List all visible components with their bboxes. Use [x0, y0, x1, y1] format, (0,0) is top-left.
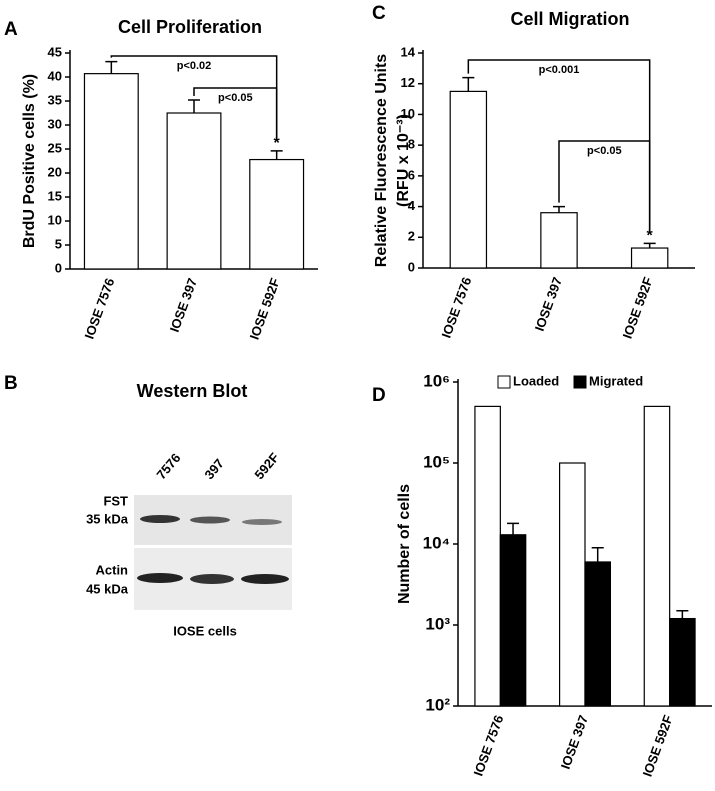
legend-label: Loaded	[513, 373, 559, 388]
x-tick-label: IOSE 397	[167, 276, 200, 334]
y-tick-label: 40	[48, 68, 62, 83]
bar	[669, 617, 696, 707]
bar	[558, 462, 586, 707]
y-tick-label: 2	[408, 229, 415, 244]
y-tick-label: 10⁵	[423, 452, 450, 471]
x-tick-label: IOSE 397	[532, 275, 565, 333]
significance-bracket	[558, 140, 651, 232]
bar	[643, 405, 671, 707]
y-tick-label: 45	[48, 44, 62, 59]
y-tick-label: 25	[48, 140, 62, 155]
y-tick-label: 0	[408, 259, 415, 274]
lane-label: 7576	[153, 450, 183, 482]
legend-swatch	[497, 375, 511, 389]
error-bar	[462, 76, 475, 92]
significance-bracket	[193, 87, 278, 139]
y-tick-label: 10⁴	[423, 533, 450, 552]
chart-title: Cell Proliferation	[118, 17, 262, 37]
y-tick-label: 4	[408, 198, 416, 213]
row-label: FST	[103, 493, 128, 508]
panel-letter: D	[372, 385, 386, 406]
y-tick-label: 6	[408, 167, 415, 182]
y-axis-label: BrdU Positive cells (%)	[21, 74, 38, 248]
row-label: Actin	[96, 562, 129, 577]
y-tick-label: 14	[401, 44, 416, 59]
panel-letter: A	[4, 19, 18, 40]
y-axis-label: Number of cells	[396, 484, 413, 604]
y-tick-label: 20	[48, 164, 62, 179]
error-bar	[643, 242, 656, 249]
bar	[449, 90, 488, 269]
y-tick-label: 5	[55, 236, 62, 251]
y-tick-label: 12	[401, 75, 415, 90]
y-tick-label: 10³	[425, 614, 450, 633]
row-label: 35 kDa	[86, 511, 129, 526]
error-bar	[270, 150, 283, 160]
blot-image	[134, 495, 292, 610]
blot-title: Western Blot	[137, 381, 248, 401]
bar	[83, 73, 139, 270]
y-tick-label: 30	[48, 116, 62, 131]
legend-swatch	[573, 375, 587, 389]
annotation: p<0.05	[587, 145, 622, 157]
annotation: p<0.001	[539, 64, 580, 76]
error-bar	[591, 546, 604, 562]
x-tick-label: IOSE 7576	[471, 713, 507, 778]
error-bar	[553, 205, 565, 213]
error-bar	[188, 99, 200, 113]
lane-label: 397	[201, 456, 226, 482]
annotation: *	[274, 135, 281, 152]
error-bar	[105, 60, 118, 74]
x-tick-label: IOSE 592F	[247, 276, 283, 342]
annotation: *	[647, 228, 654, 245]
y-tick-label: 15	[48, 188, 62, 203]
annotation: p<0.05	[218, 92, 253, 104]
y-tick-label: 10²	[425, 695, 450, 714]
bar	[630, 247, 669, 269]
y-axis-label: (RFU x 10⁻³)	[395, 114, 412, 207]
chart-title: Cell Migration	[510, 9, 629, 29]
bar	[540, 212, 578, 269]
bar	[474, 405, 501, 707]
error-bar	[507, 522, 520, 535]
row-label: 45 kDa	[86, 581, 129, 596]
bar	[249, 158, 305, 270]
blot-x-label: IOSE cells	[173, 623, 237, 638]
y-tick-label: 8	[408, 137, 415, 152]
x-tick-label: IOSE 7576	[82, 276, 118, 341]
y-tick-label: 10	[48, 212, 62, 227]
y-tick-label: 10	[401, 106, 415, 121]
x-tick-label: IOSE 592F	[620, 275, 656, 341]
y-tick-label: 35	[48, 92, 62, 107]
lane-label: 592F	[251, 450, 282, 482]
bar	[166, 112, 222, 270]
y-axis-label: Relative Fluorescence Units	[373, 54, 390, 268]
legend-label: Migrated	[589, 373, 643, 388]
panel-letter: B	[4, 373, 18, 394]
bar	[584, 561, 611, 707]
annotation: p<0.02	[177, 60, 212, 72]
y-tick-label: 10⁶	[423, 371, 450, 390]
x-tick-label: IOSE 7576	[439, 275, 475, 340]
error-bar	[676, 609, 689, 619]
x-tick-label: IOSE 592F	[640, 713, 676, 779]
x-tick-label: IOSE 397	[558, 713, 591, 771]
bar	[499, 534, 527, 707]
panel-letter: C	[372, 3, 386, 24]
y-tick-label: 0	[55, 260, 62, 275]
